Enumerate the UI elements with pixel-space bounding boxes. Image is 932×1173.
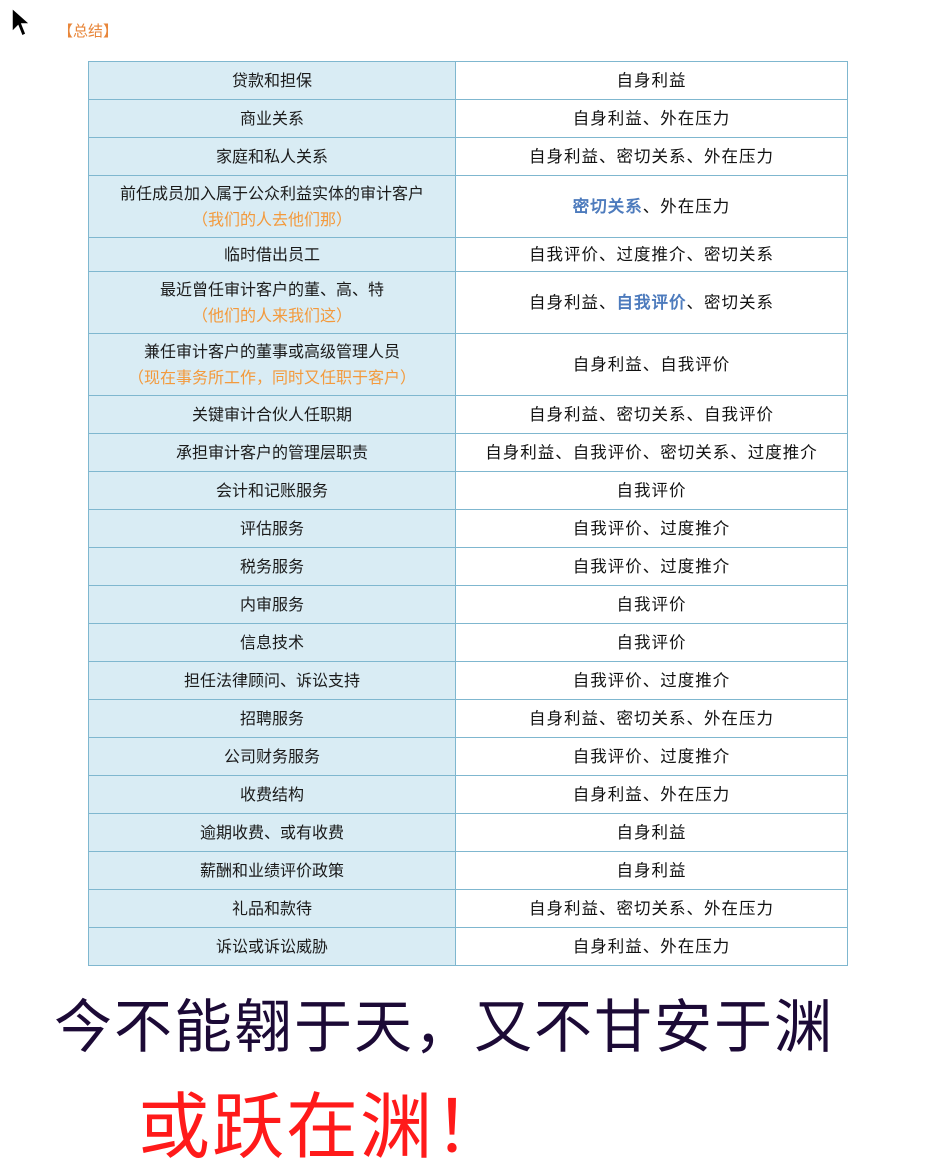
table-row: 前任成员加入属于公众利益实体的审计客户 （我们的人去他们那） 密切关系、外在压力: [88, 175, 848, 238]
threat-cell: 自身利益、外在压力: [455, 775, 848, 814]
table-row: 最近曾任审计客户的董、高、特 （他们的人来我们这） 自身利益、自我评价、密切关系: [88, 271, 848, 334]
service-label: 前任成员加入属于公众利益实体的审计客户: [119, 183, 424, 203]
threat-text: 、密切关系: [686, 293, 774, 312]
table-row: 担任法律顾问、诉讼支持 自我评价、过度推介: [88, 661, 848, 700]
service-cell: 收费结构: [88, 775, 456, 814]
threat-cell: 自身利益、外在压力: [455, 99, 848, 138]
threat-cell: 自身利益、外在压力: [455, 927, 848, 966]
table-row: 公司财务服务 自我评价、过度推介: [88, 737, 848, 776]
threat-cell: 自我评价、过度推介: [455, 661, 848, 700]
slogan-line-1: 今不能翱于天，又不甘安于渊: [54, 993, 835, 1061]
threat-cell: 自身利益: [455, 813, 848, 852]
threat-cell: 自我评价: [455, 585, 848, 624]
table-row: 家庭和私人关系 自身利益、密切关系、外在压力: [88, 137, 848, 176]
table-row: 薪酬和业绩评价政策 自身利益: [88, 851, 848, 890]
service-cell: 评估服务: [88, 509, 456, 548]
service-cell: 逾期收费、或有收费: [88, 813, 456, 852]
table-row: 内审服务 自我评价: [88, 585, 848, 624]
service-cell: 招聘服务: [88, 699, 456, 738]
threat-cell: 自身利益: [455, 61, 848, 100]
threat-cell: 自身利益、密切关系、外在压力: [455, 137, 848, 176]
service-cell: 信息技术: [88, 623, 456, 662]
table-row: 临时借出员工 自我评价、过度推介、密切关系: [88, 237, 848, 272]
threat-cell: 自我评价、过度推介: [455, 737, 848, 776]
slogan-line-2: 或跃在渊！: [138, 1085, 509, 1169]
service-cell: 薪酬和业绩评价政策: [88, 851, 456, 890]
table-row: 关键审计合伙人任职期 自身利益、密切关系、自我评价: [88, 395, 848, 434]
threat-cell: 自我评价: [455, 623, 848, 662]
highlighted-threat: 密切关系: [572, 197, 643, 216]
threat-cell: 自身利益、自我评价、密切关系、过度推介: [455, 433, 848, 472]
service-cell: 诉讼或诉讼威胁: [88, 927, 456, 966]
table-row: 承担审计客户的管理层职责 自身利益、自我评价、密切关系、过度推介: [88, 433, 848, 472]
threat-text: 自身利益、: [529, 293, 617, 312]
table-row: 诉讼或诉讼威胁 自身利益、外在压力: [88, 927, 848, 966]
threat-cell: 自身利益: [455, 851, 848, 890]
threat-cell: 密切关系、外在压力: [455, 175, 848, 238]
threat-text: 、外在压力: [642, 197, 731, 216]
service-label: 兼任审计客户的董事或高级管理人员: [143, 341, 400, 361]
threat-cell: 自身利益、自我评价: [455, 333, 848, 396]
table-row: 信息技术 自我评价: [88, 623, 848, 662]
service-note: （我们的人去他们那）: [191, 209, 352, 229]
service-cell: 礼品和款待: [88, 889, 456, 928]
mouse-pointer-icon: [11, 6, 32, 38]
threat-summary-table: 贷款和担保 自身利益 商业关系 自身利益、外在压力 家庭和私人关系 自身利益、密…: [88, 61, 848, 966]
summary-heading: 【总结】: [58, 22, 119, 40]
table-row: 会计和记账服务 自我评价: [88, 471, 848, 510]
service-cell: 家庭和私人关系: [88, 137, 456, 176]
table-row: 商业关系 自身利益、外在压力: [88, 99, 848, 138]
service-cell: 临时借出员工: [88, 237, 456, 272]
threat-cell: 自我评价、过度推介: [455, 547, 848, 586]
table-row: 招聘服务 自身利益、密切关系、外在压力: [88, 699, 848, 738]
service-cell: 担任法律顾问、诉讼支持: [88, 661, 456, 700]
threat-cell: 自身利益、密切关系、自我评价: [455, 395, 848, 434]
threat-cell: 自我评价、过度推介: [455, 509, 848, 548]
service-cell: 商业关系: [88, 99, 456, 138]
highlighted-threat: 自我评价: [616, 293, 687, 312]
service-cell: 贷款和担保: [88, 61, 456, 100]
service-note: （他们的人来我们这）: [191, 305, 352, 325]
service-cell: 会计和记账服务: [88, 471, 456, 510]
service-cell: 承担审计客户的管理层职责: [88, 433, 456, 472]
service-cell: 最近曾任审计客户的董、高、特 （他们的人来我们这）: [88, 271, 456, 334]
table-row: 礼品和款待 自身利益、密切关系、外在压力: [88, 889, 848, 928]
threat-cell: 自我评价: [455, 471, 848, 510]
service-cell: 关键审计合伙人任职期: [88, 395, 456, 434]
table-row: 收费结构 自身利益、外在压力: [88, 775, 848, 814]
table-row: 税务服务 自我评价、过度推介: [88, 547, 848, 586]
service-note: （现在事务所工作，同时又任职于客户）: [127, 367, 416, 387]
table-row: 评估服务 自我评价、过度推介: [88, 509, 848, 548]
threat-cell: 自我评价、过度推介、密切关系: [455, 237, 848, 272]
service-cell: 内审服务: [88, 585, 456, 624]
threat-cell: 自身利益、密切关系、外在压力: [455, 889, 848, 928]
service-cell: 税务服务: [88, 547, 456, 586]
table-row: 兼任审计客户的董事或高级管理人员 （现在事务所工作，同时又任职于客户） 自身利益…: [88, 333, 848, 396]
service-cell: 兼任审计客户的董事或高级管理人员 （现在事务所工作，同时又任职于客户）: [88, 333, 456, 396]
service-cell: 公司财务服务: [88, 737, 456, 776]
threat-cell: 自身利益、密切关系、外在压力: [455, 699, 848, 738]
threat-cell: 自身利益、自我评价、密切关系: [455, 271, 848, 334]
service-label: 最近曾任审计客户的董、高、特: [159, 279, 384, 299]
table-row: 逾期收费、或有收费 自身利益: [88, 813, 848, 852]
table-row: 贷款和担保 自身利益: [88, 61, 848, 100]
service-cell: 前任成员加入属于公众利益实体的审计客户 （我们的人去他们那）: [88, 175, 456, 238]
